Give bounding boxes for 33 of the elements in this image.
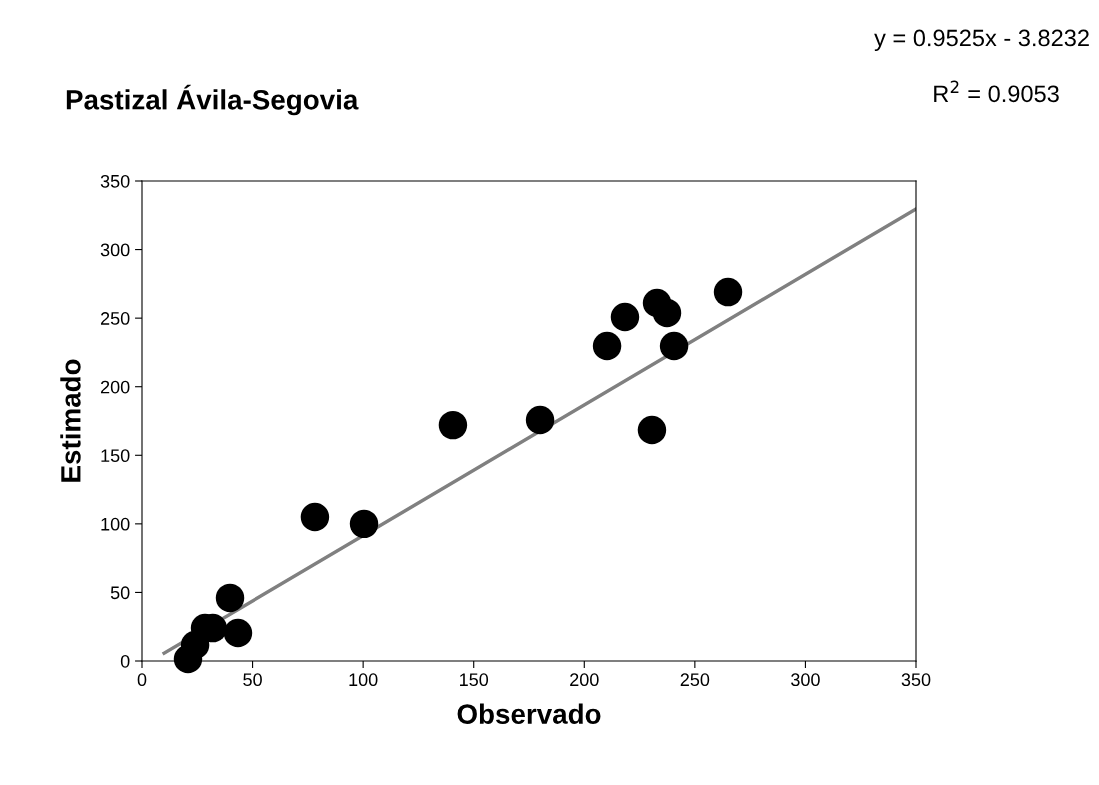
point [637, 415, 667, 445]
y-tick-label: 350 [100, 174, 130, 188]
y-tick-label: 200 [100, 380, 130, 394]
y-tick-label: 50 [110, 586, 130, 600]
point [300, 502, 330, 532]
point [525, 405, 555, 435]
point [592, 331, 622, 361]
point [215, 583, 245, 613]
point [223, 618, 253, 648]
x-tick-label: 300 [791, 673, 820, 687]
point [659, 331, 689, 361]
point [713, 277, 743, 307]
y-tick-label: 250 [100, 312, 130, 325]
x-tick-label: 50 [243, 673, 262, 687]
x-tick-label: 0 [137, 673, 147, 687]
x-tick-label: 150 [460, 673, 489, 687]
point [652, 298, 682, 328]
y-tick-label: 0 [120, 654, 130, 668]
y-tick-label: 100 [101, 517, 130, 531]
x-axis-title: Observado [457, 703, 601, 724]
y-axis-title: Estimado [60, 359, 81, 482]
point [438, 410, 468, 440]
point [610, 302, 640, 332]
x-tick-label: 100 [349, 673, 378, 687]
x-tick-label: 250 [680, 673, 710, 687]
text: y = 0.9525x - 3.8232 [874, 29, 1089, 51]
text: R$^{2}$ = 0.9053 [934, 80, 1059, 103]
x-tick-label: 350 [901, 673, 931, 687]
y-tick-label: 300 [100, 243, 130, 257]
y-tick-label: 150 [101, 449, 130, 463]
x-tick-label: 200 [570, 673, 599, 687]
point [349, 509, 379, 539]
chart-title: Pastizal Ávila-Segovia [66, 84, 359, 116]
